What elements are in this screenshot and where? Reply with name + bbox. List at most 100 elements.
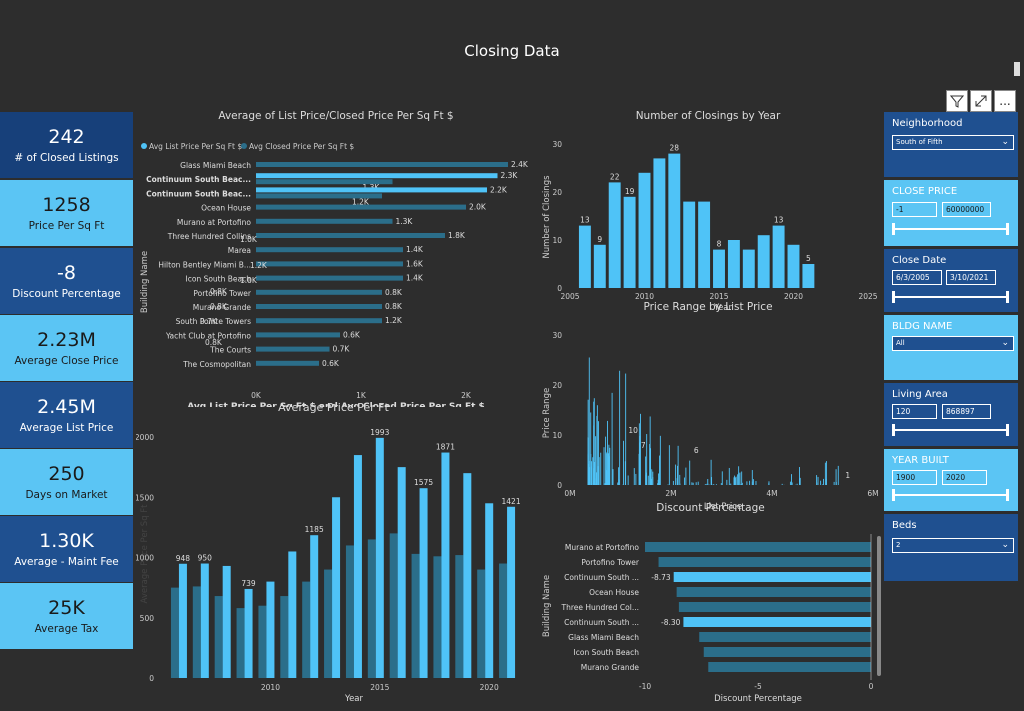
bar-closed-price — [256, 233, 445, 238]
chevron-down-icon: ⌄ — [1001, 137, 1009, 147]
year-built-min-input[interactable]: 1900 — [892, 470, 937, 485]
data-label: 6 — [694, 446, 699, 455]
bar — [598, 457, 600, 485]
data-label: 1.0K — [240, 276, 258, 285]
bar — [607, 453, 609, 485]
x-tick-label: 2010 — [635, 292, 654, 301]
data-label: 0.7K — [333, 345, 351, 354]
kpi-value: 2.23M — [37, 329, 96, 351]
living-area-max-input[interactable]: 868897 — [942, 404, 991, 419]
closings-by-year-chart: Number of Closings by Year Number of Clo… — [538, 110, 878, 313]
data-label: -8.73 — [651, 573, 671, 582]
neighborhood-dropdown[interactable]: South of Fifth ⌄ — [892, 135, 1014, 150]
chart-title: Price Range by List Price — [643, 301, 773, 313]
bldg-name-dropdown[interactable]: All ⌄ — [892, 336, 1014, 351]
category-label: Portofino Tower — [193, 289, 252, 298]
data-label: 0.8K — [210, 302, 228, 311]
year-built-slider[interactable] — [892, 489, 1009, 501]
bar — [820, 480, 822, 485]
x-tick-label: 2005 — [560, 292, 579, 301]
bar — [645, 456, 647, 485]
bar — [737, 474, 739, 485]
kpi-card: 1258 Price Per Sq Ft — [0, 180, 133, 246]
category-label: Yacht Club at Portofino — [165, 331, 251, 340]
data-label: 19 — [625, 187, 635, 196]
average-price-per-ft-svg: Average Price Per Sq Ft 0 500 1000 1500 2000 9… — [135, 428, 521, 704]
more-options-icon[interactable]: ... — [994, 90, 1016, 112]
living-area-slider[interactable] — [892, 424, 1009, 436]
bar — [833, 481, 835, 485]
bar-closed — [389, 533, 398, 678]
bar-closed — [499, 563, 508, 678]
discount-percentage-chart: Discount Percentage Building Name Murano … — [538, 502, 883, 704]
bar — [603, 447, 605, 485]
y-tick-label: 10 — [552, 236, 562, 245]
kpi-value: -8 — [57, 262, 76, 284]
bar — [607, 420, 608, 485]
bar — [598, 421, 599, 485]
y-axis-label: Number of Closings — [542, 175, 552, 259]
category-label: Glass Miami Beach — [180, 161, 251, 170]
kpi-card: 250 Days on Market — [0, 449, 133, 515]
data-label: 1.3K — [396, 217, 414, 226]
x-tick-label: 2015 — [709, 292, 728, 301]
bar-closed-price — [256, 204, 466, 210]
bar — [741, 471, 743, 485]
bar-closed-price — [256, 318, 382, 324]
y-axis-label: Average Price Per Sq Ft — [140, 504, 150, 604]
filter-icon[interactable] — [946, 90, 968, 112]
bar — [611, 392, 613, 485]
x-tick-label: -10 — [639, 682, 651, 691]
bar — [713, 249, 725, 288]
bar — [668, 153, 681, 288]
bar — [707, 479, 709, 485]
beds-dropdown[interactable]: 2 ⌄ — [892, 538, 1014, 553]
close-price-min-input[interactable]: -1 — [892, 202, 937, 217]
close-price-max-input[interactable]: 60000000 — [942, 202, 991, 217]
bar-list — [463, 473, 472, 678]
y-tick-label: 20 — [552, 188, 562, 197]
data-label: 5 — [806, 254, 811, 263]
bar-closed — [280, 596, 289, 678]
data-label: 0.8K — [210, 287, 228, 296]
bar — [668, 445, 670, 485]
close-date-max-input[interactable]: 3/10/2021 — [946, 270, 996, 285]
dropdown-value: South of Fifth — [896, 138, 943, 146]
close-price-slider[interactable] — [892, 223, 1009, 235]
bar-list — [485, 503, 494, 678]
category-label: Continuum South Beac... — [146, 175, 251, 184]
slicer-year-built: YEAR BUILT 1900 2020 — [884, 449, 1018, 511]
bar-closed-price — [256, 193, 382, 199]
bar — [591, 482, 593, 485]
close-date-slider[interactable] — [892, 291, 1009, 303]
slicer-title: BLDG NAME — [892, 321, 953, 332]
bar-closed-price — [256, 261, 403, 267]
bar — [746, 481, 748, 485]
price-range-chart: Price Range by List Price Price Range 0 10… — [538, 301, 879, 512]
bar — [659, 465, 661, 485]
y-tick-label: 20 — [552, 381, 562, 390]
y-tick-label: 10 — [552, 431, 562, 440]
bar — [592, 480, 594, 485]
category-label: Three Hundred Col... — [560, 603, 639, 612]
bar-closed-price — [256, 179, 393, 185]
bar — [791, 474, 793, 485]
bar — [802, 264, 815, 288]
data-label: 1.2K — [250, 261, 268, 270]
bar — [596, 405, 598, 485]
bar — [609, 447, 611, 485]
bar — [657, 483, 659, 485]
page-scrollbar[interactable] — [1014, 62, 1020, 76]
bar — [730, 483, 732, 485]
year-built-max-input[interactable]: 2020 — [942, 470, 987, 485]
focus-mode-icon[interactable] — [970, 90, 992, 112]
x-tick-label: 2025 — [858, 292, 877, 301]
bar-closed-price — [256, 275, 403, 281]
bar — [698, 201, 711, 288]
x-tick-label: 2M — [665, 489, 676, 498]
close-date-min-input[interactable]: 6/3/2005 — [892, 270, 942, 285]
bar — [591, 467, 592, 485]
data-label: 0.7K — [200, 317, 218, 326]
bar-closed — [477, 569, 486, 678]
living-area-min-input[interactable]: 120 — [892, 404, 937, 419]
